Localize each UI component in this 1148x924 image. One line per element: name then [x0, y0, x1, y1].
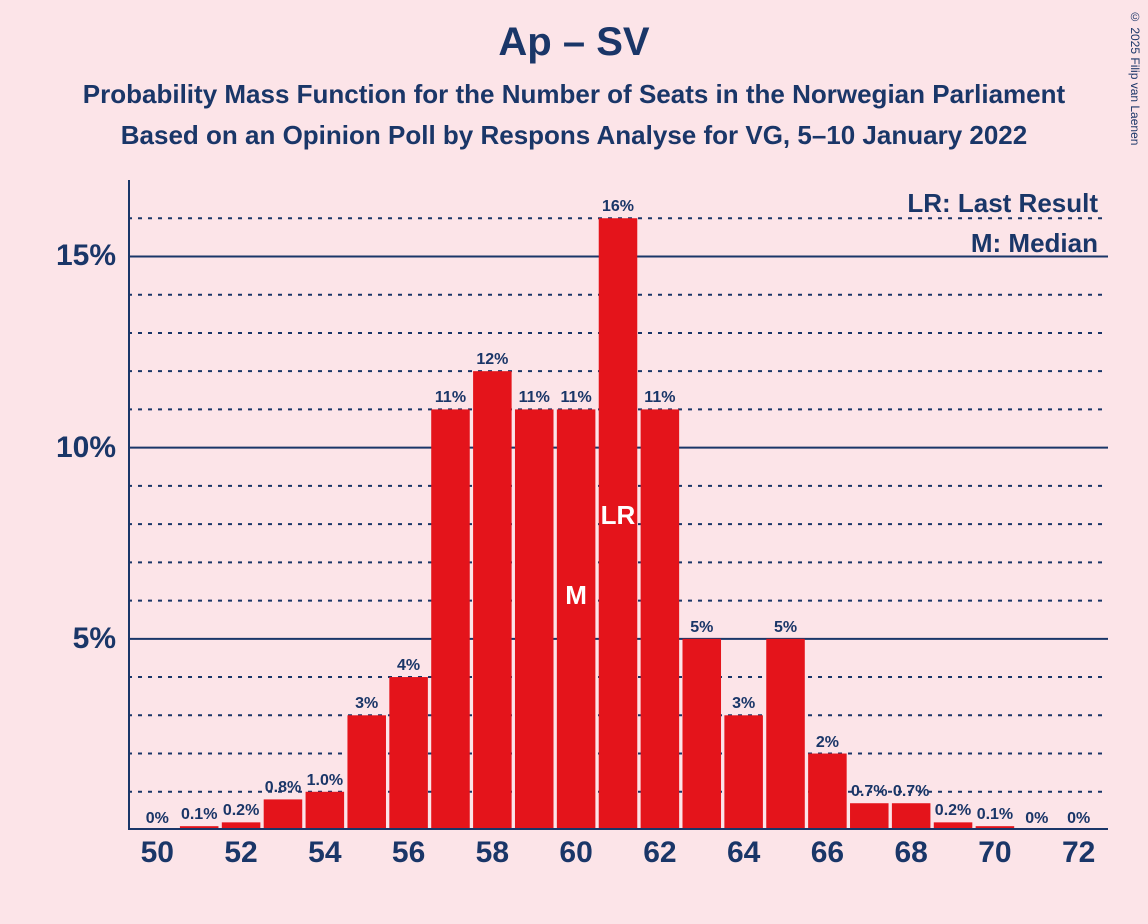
x-axis-label: 58 — [476, 836, 509, 870]
x-axis-label: 54 — [308, 836, 341, 870]
y-axis-label: 10% — [56, 431, 116, 465]
bar-value-label: 4% — [397, 657, 420, 675]
bar — [850, 803, 889, 830]
bar-value-label: 0.7% — [851, 783, 887, 801]
bar-value-label: 12% — [476, 351, 508, 369]
bar — [892, 803, 931, 830]
title-block: Ap – SV Probability Mass Function for th… — [0, 0, 1148, 151]
bar — [306, 792, 345, 830]
chart-title: Ap – SV — [0, 20, 1148, 65]
legend-last-result: LR: Last Result — [907, 188, 1098, 219]
bar — [682, 639, 721, 830]
bar-value-label: 11% — [561, 389, 592, 407]
bar — [766, 639, 805, 830]
bar-value-label: 0.7% — [893, 783, 929, 801]
x-axis-label: 70 — [978, 836, 1011, 870]
bar — [431, 409, 470, 830]
bar-value-label: 1.0% — [307, 772, 343, 790]
bar-value-label: 11% — [644, 389, 675, 407]
x-axis-label: 50 — [141, 836, 174, 870]
x-axis-label: 56 — [392, 836, 425, 870]
bar-value-label: 0.1% — [181, 806, 217, 824]
bar-value-label: 16% — [602, 198, 634, 216]
chart-subtitle-1: Probability Mass Function for the Number… — [0, 79, 1148, 110]
y-axis-label: 5% — [73, 622, 116, 656]
bar-value-label: 0.2% — [223, 802, 259, 820]
bar-value-label: 2% — [816, 734, 839, 752]
copyright-text: © 2025 Filip van Laenen — [1128, 10, 1142, 145]
bar — [724, 715, 763, 830]
x-axis-label: 66 — [811, 836, 844, 870]
bar — [515, 409, 554, 830]
x-axis-label: 68 — [894, 836, 927, 870]
y-axis-label: 15% — [56, 239, 116, 273]
bar-value-label: 11% — [435, 389, 466, 407]
bar-value-label: 0% — [146, 810, 169, 828]
x-axis-label: 72 — [1062, 836, 1095, 870]
bar — [641, 409, 680, 830]
bar-value-label: 0.1% — [977, 806, 1013, 824]
chart-subtitle-2: Based on an Opinion Poll by Respons Anal… — [0, 120, 1148, 151]
chart-area: LR: Last Result M: Median 5%10%15%0%0.1%… — [128, 180, 1108, 830]
bar — [473, 371, 512, 830]
x-axis-label: 60 — [559, 836, 592, 870]
bar — [347, 715, 386, 830]
bar — [808, 754, 847, 830]
x-axis-label: 62 — [643, 836, 676, 870]
bar-value-label: 0% — [1067, 810, 1090, 828]
bar-value-label: 3% — [732, 695, 755, 713]
last-result-marker: LR — [601, 500, 636, 531]
bar-value-label: 5% — [690, 619, 713, 637]
bar-value-label: 3% — [355, 695, 378, 713]
bar-value-label: 0.2% — [935, 802, 971, 820]
bar — [557, 409, 596, 830]
bar — [264, 799, 303, 830]
x-axis-label: 64 — [727, 836, 760, 870]
bar-value-label: 11% — [519, 389, 550, 407]
median-marker: M — [565, 580, 587, 611]
bar-value-label: 0% — [1025, 810, 1048, 828]
bar-value-label: 5% — [774, 619, 797, 637]
bar-value-label: 0.8% — [265, 779, 301, 797]
x-axis-label: 52 — [224, 836, 257, 870]
bar — [389, 677, 428, 830]
legend-median: M: Median — [971, 228, 1098, 259]
